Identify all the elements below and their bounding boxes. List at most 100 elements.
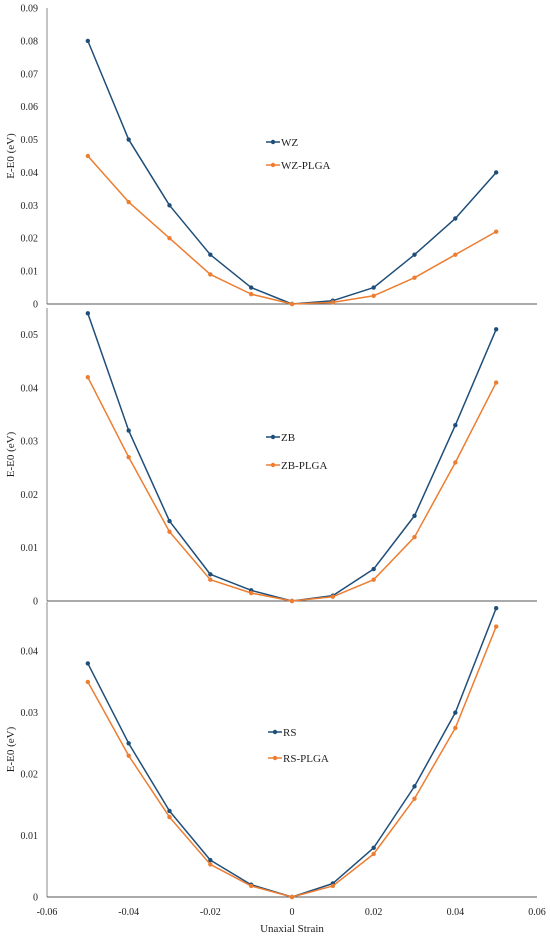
data-point (289, 598, 295, 604)
legend-label: ZB (281, 432, 295, 444)
data-point (453, 216, 458, 221)
y-tick-label: 0.01 (21, 267, 39, 278)
series-line-zb (87, 313, 497, 602)
y-tick-label: 0.01 (21, 831, 39, 842)
data-point (248, 883, 254, 889)
y-tick-label: 0.04 (21, 647, 39, 658)
legend-marker (270, 434, 276, 440)
data-point (85, 661, 91, 666)
data-point (289, 894, 295, 900)
data-point (208, 272, 213, 277)
y-tick-label: 0.08 (21, 36, 39, 47)
y-axis-title: E-E0 (eV) (5, 726, 17, 772)
data-point (208, 862, 213, 867)
data-point (126, 137, 131, 142)
data-point (493, 624, 499, 629)
data-point (371, 851, 376, 857)
legend-marker (270, 462, 276, 468)
data-point (248, 590, 254, 596)
y-tick-label: 0.05 (21, 330, 39, 341)
x-axis-title: Unaxial Strain (260, 923, 324, 935)
legend-marker (272, 729, 278, 735)
data-point (371, 577, 376, 582)
y-tick-label: 0 (33, 893, 38, 904)
data-point (371, 845, 376, 851)
x-tick-label: -0.04 (118, 907, 139, 918)
data-point (167, 808, 172, 814)
series-line-wz (87, 40, 497, 305)
x-tick-label: 0.04 (447, 907, 465, 918)
data-point (126, 454, 131, 460)
x-tick-label: -0.06 (37, 907, 58, 918)
data-point (248, 285, 254, 290)
legend-label: ZB-PLGA (281, 460, 328, 472)
data-point (453, 423, 458, 428)
data-point (167, 814, 172, 820)
y-tick-label: 0.03 (21, 201, 39, 212)
data-point (412, 252, 417, 257)
data-point (167, 529, 172, 534)
data-point (126, 753, 131, 758)
y-tick-label: 0.01 (21, 543, 39, 554)
legend-label: WZ-PLGA (281, 160, 331, 172)
legend-marker (270, 162, 276, 168)
legend-label: RS (283, 727, 296, 739)
y-tick-label: 0 (33, 300, 38, 311)
y-tick-label: 0.07 (21, 69, 39, 80)
y-tick-label: 0.09 (21, 4, 39, 15)
data-point (453, 252, 458, 257)
data-point (208, 572, 213, 577)
data-point (85, 679, 91, 685)
series-line-zb-plga (87, 376, 497, 602)
x-tick-label: -0.02 (200, 907, 221, 918)
data-point (126, 741, 131, 746)
legend-label: WZ (281, 137, 298, 149)
data-point (412, 796, 417, 801)
data-point (167, 236, 172, 241)
data-point (289, 301, 295, 307)
x-tick-label: 0.06 (528, 907, 546, 918)
y-tick-label: 0.03 (21, 437, 39, 448)
data-point (493, 605, 499, 611)
y-tick-label: 0.02 (21, 490, 39, 501)
data-point (412, 275, 417, 280)
data-point (453, 710, 458, 715)
data-point (330, 883, 336, 889)
data-point (85, 375, 91, 380)
y-tick-label: 0.06 (21, 102, 39, 113)
legend-marker (270, 139, 276, 145)
data-point (493, 229, 499, 234)
data-point (371, 566, 376, 572)
data-point (85, 153, 91, 159)
data-point (412, 513, 417, 518)
series-line-wz-plga (87, 155, 497, 305)
y-axis-title: E-E0 (eV) (5, 431, 17, 477)
x-tick-label: 0.02 (365, 907, 383, 918)
data-point (85, 38, 91, 44)
data-point (371, 285, 376, 290)
data-point (85, 311, 91, 316)
data-point (412, 534, 417, 540)
data-point (208, 577, 213, 582)
x-tick-label: 0 (290, 907, 295, 918)
data-point (208, 252, 213, 257)
data-point (453, 460, 458, 465)
data-point (493, 170, 499, 175)
data-point (493, 380, 499, 385)
data-point (371, 293, 376, 298)
y-tick-label: 0.02 (21, 770, 39, 781)
y-axis-title: E-E0 (eV) (5, 133, 17, 179)
panel-1: 0 0.01 0.02 0.03 0.04 0.05 0.06 0.07 0.08 0.09 E-E… (5, 4, 537, 311)
legend-marker (272, 755, 278, 761)
data-point (412, 784, 417, 789)
data-point (167, 518, 172, 524)
data-point (126, 199, 131, 205)
y-tick-label: 0.05 (21, 135, 39, 146)
data-point (126, 428, 131, 433)
panel-3: 0 0.01 0.02 0.03 0.04 E-E0 (eV) RS RS-PLGA (5, 602, 537, 904)
y-tick-label: 0 (33, 597, 38, 608)
data-point (453, 725, 458, 731)
data-point (248, 291, 254, 297)
data-point (330, 594, 336, 599)
y-tick-label: 0.03 (21, 708, 39, 719)
